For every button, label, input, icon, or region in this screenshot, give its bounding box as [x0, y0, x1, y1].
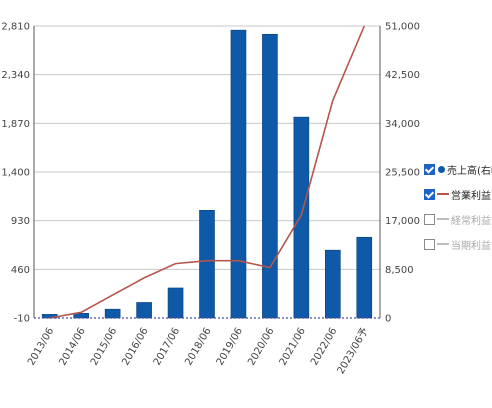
legend-label: 売上高(右軸) — [447, 165, 492, 177]
left-axis-ticks: 2,810 2,340 1,870 1,400 930 460 -10 — [1, 22, 30, 325]
checkbox[interactable] — [424, 213, 435, 225]
left-tick-label: 1,400 — [1, 168, 30, 179]
right-tick-label: 34,000 — [385, 119, 420, 130]
legend-label: 営業利益 — [451, 190, 491, 202]
bar — [356, 236, 373, 319]
bar — [293, 116, 310, 319]
x-tick-label: 2013/06 — [26, 326, 56, 367]
right-axis-ticks: 51,000 42,500 34,000 25,500 17,000 8,500 0 — [385, 22, 420, 325]
x-tick-label: 2020/06 — [246, 326, 276, 367]
legend-item-net-profit[interactable]: 当期利益 — [424, 237, 492, 252]
bar-series — [41, 29, 373, 319]
checkbox[interactable] — [424, 163, 435, 175]
x-tick-label: 2019/06 — [215, 326, 245, 367]
bar — [230, 29, 247, 319]
bar — [325, 249, 341, 319]
x-tick-label: 2023/06予 — [335, 326, 371, 377]
x-tick-label: 2022/06 — [309, 326, 339, 367]
x-tick-label: 2018/06 — [183, 326, 213, 367]
x-tick-label: 2016/06 — [120, 326, 150, 367]
legend: 売上高(右軸) 営業利益 経常利益 当期利益 — [424, 162, 492, 262]
bar — [199, 210, 215, 319]
x-tick-label: 2014/06 — [57, 326, 87, 367]
left-tick-label: 2,340 — [1, 70, 30, 81]
legend-item-ordinary-profit[interactable]: 経常利益 — [424, 212, 492, 227]
checkbox[interactable] — [424, 188, 435, 200]
x-tick-label: 2021/06 — [278, 326, 308, 367]
left-tick-label: 930 — [11, 216, 30, 227]
right-tick-label: 42,500 — [385, 70, 420, 81]
x-tick-label: 2015/06 — [89, 326, 119, 367]
operating-profit-line — [49, 25, 366, 319]
x-axis-ticks: 2013/06 2014/06 2015/06 2016/06 2017/06 2018/… — [26, 326, 371, 377]
checkbox[interactable] — [424, 238, 435, 250]
right-tick-label: 25,500 — [385, 168, 420, 179]
legend-label: 当期利益 — [451, 240, 491, 252]
dot-marker-icon — [438, 165, 445, 173]
right-tick-label: 17,000 — [385, 216, 420, 227]
line-series — [49, 25, 366, 319]
right-tick-label: 51,000 — [385, 22, 420, 33]
legend-item-operating-profit[interactable]: 営業利益 — [424, 187, 492, 202]
x-tick-label: 2017/06 — [152, 326, 182, 367]
left-tick-label: 460 — [11, 265, 30, 276]
left-tick-label: 2,810 — [1, 22, 30, 33]
left-tick-label: 1,870 — [1, 119, 30, 130]
bar — [104, 308, 121, 319]
legend-item-sales[interactable]: 売上高(右軸) — [424, 162, 492, 177]
right-tick-label: 8,500 — [385, 265, 414, 276]
bar — [262, 33, 278, 319]
bar — [73, 313, 89, 319]
left-tick-label: -10 — [14, 314, 30, 325]
line-marker-icon — [437, 193, 449, 195]
axes — [33, 26, 381, 319]
bar — [136, 302, 152, 319]
legend-label: 経常利益 — [451, 215, 491, 227]
right-tick-label: 0 — [385, 314, 391, 325]
line-marker-icon — [437, 218, 449, 220]
line-marker-icon — [437, 243, 449, 245]
bar — [167, 287, 184, 319]
